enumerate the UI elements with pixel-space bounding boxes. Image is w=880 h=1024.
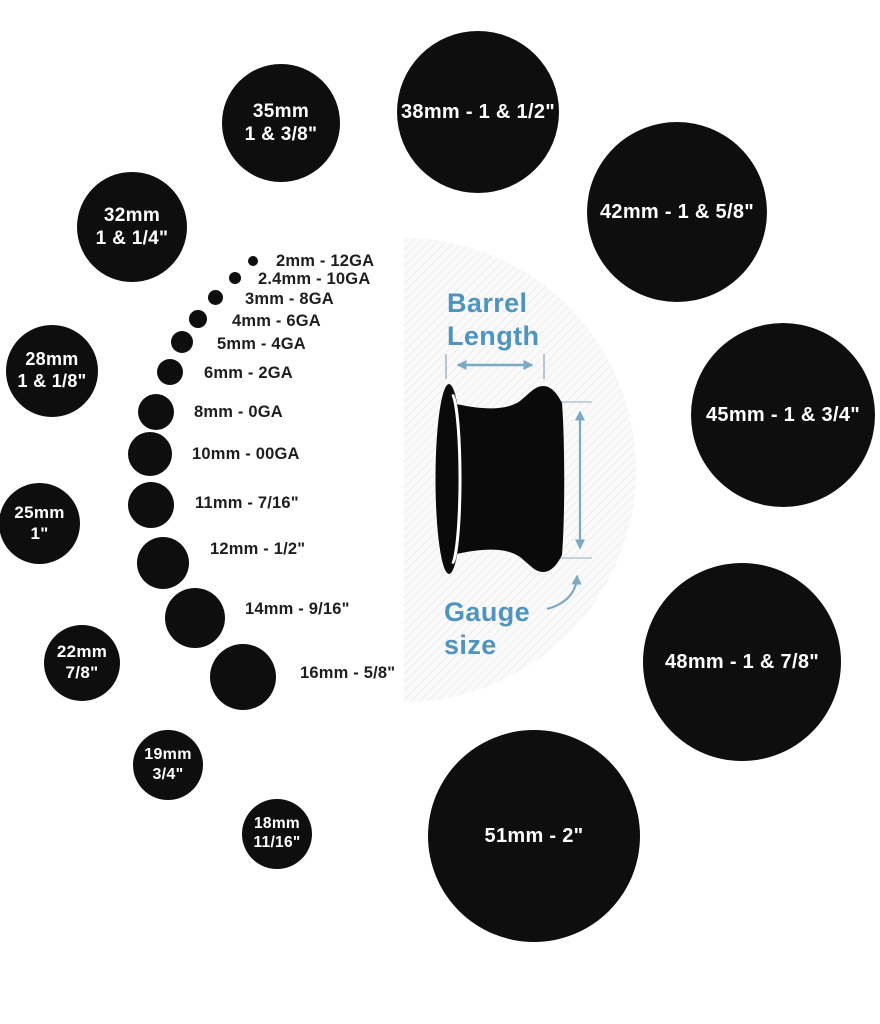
barrel-length-measure (445, 354, 545, 379)
gauge-dot-label: 5mm - 4GA (217, 335, 306, 353)
gauge-dot-14mm (165, 588, 225, 648)
size-circle-25mm: 25mm 1" (0, 483, 80, 564)
size-circle-22mm: 22mm 7/8" (44, 625, 120, 701)
plug-barrel (452, 386, 565, 572)
size-circle-28mm: 28mm 1 & 1/8" (6, 325, 98, 417)
gauge-dot-label: 10mm - 00GA (192, 445, 300, 463)
gauge-dot-8mm (138, 394, 174, 430)
gauge-dot-5mm (171, 331, 193, 353)
gauge-dot-12mm (137, 537, 189, 589)
gauge-dot-10mm (128, 432, 172, 476)
gauge-size-measure (546, 401, 592, 611)
gauge-dot-label: 14mm - 9/16" (245, 600, 350, 618)
gauge-size-curved-arrow (546, 574, 582, 611)
gauge-dot-2.4mm (229, 272, 241, 284)
size-circle-18mm: 18mm 11/16" (242, 799, 312, 869)
gauge-size-label: Gauge size (444, 597, 531, 660)
size-circle-32mm: 32mm 1 & 1/4" (77, 172, 187, 282)
gauge-dot-label: 6mm - 2GA (204, 364, 293, 382)
gauge-dot-label: 12mm - 1/2" (210, 540, 306, 558)
gauge-dot-4mm (189, 310, 207, 328)
gauge-dot-label: 3mm - 8GA (245, 290, 334, 308)
size-circle-51mm: 51mm - 2" (428, 730, 640, 942)
barrel-length-label: Barrel Length (447, 288, 540, 351)
gauge-dot-label: 11mm - 7/16" (195, 494, 299, 512)
gauge-dot-3mm (208, 290, 223, 305)
gauge-dot-label: 8mm - 0GA (194, 403, 283, 421)
gauge-dot-11mm (128, 482, 174, 528)
gauge-dot-label: 2mm - 12GA (276, 252, 375, 270)
size-circle-48mm: 48mm - 1 & 7/8" (643, 563, 841, 761)
gauge-dot-label: 16mm - 5/8" (300, 664, 396, 682)
gauge-dot-16mm (210, 644, 276, 710)
size-circle-38mm: 38mm - 1 & 1/2" (397, 31, 559, 193)
gauge-dot-2mm (248, 256, 258, 266)
size-circle-35mm: 35mm 1 & 3/8" (222, 64, 340, 182)
gauge-dot-label: 2.4mm - 10GA (258, 270, 371, 288)
size-circle-42mm: 42mm - 1 & 5/8" (587, 122, 767, 302)
gauge-dot-6mm (157, 359, 183, 385)
plug-illustration (435, 384, 565, 574)
size-circle-45mm: 45mm - 1 & 3/4" (691, 323, 875, 507)
size-circle-19mm: 19mm 3/4" (133, 730, 203, 800)
gauge-dot-label: 4mm - 6GA (232, 312, 321, 330)
